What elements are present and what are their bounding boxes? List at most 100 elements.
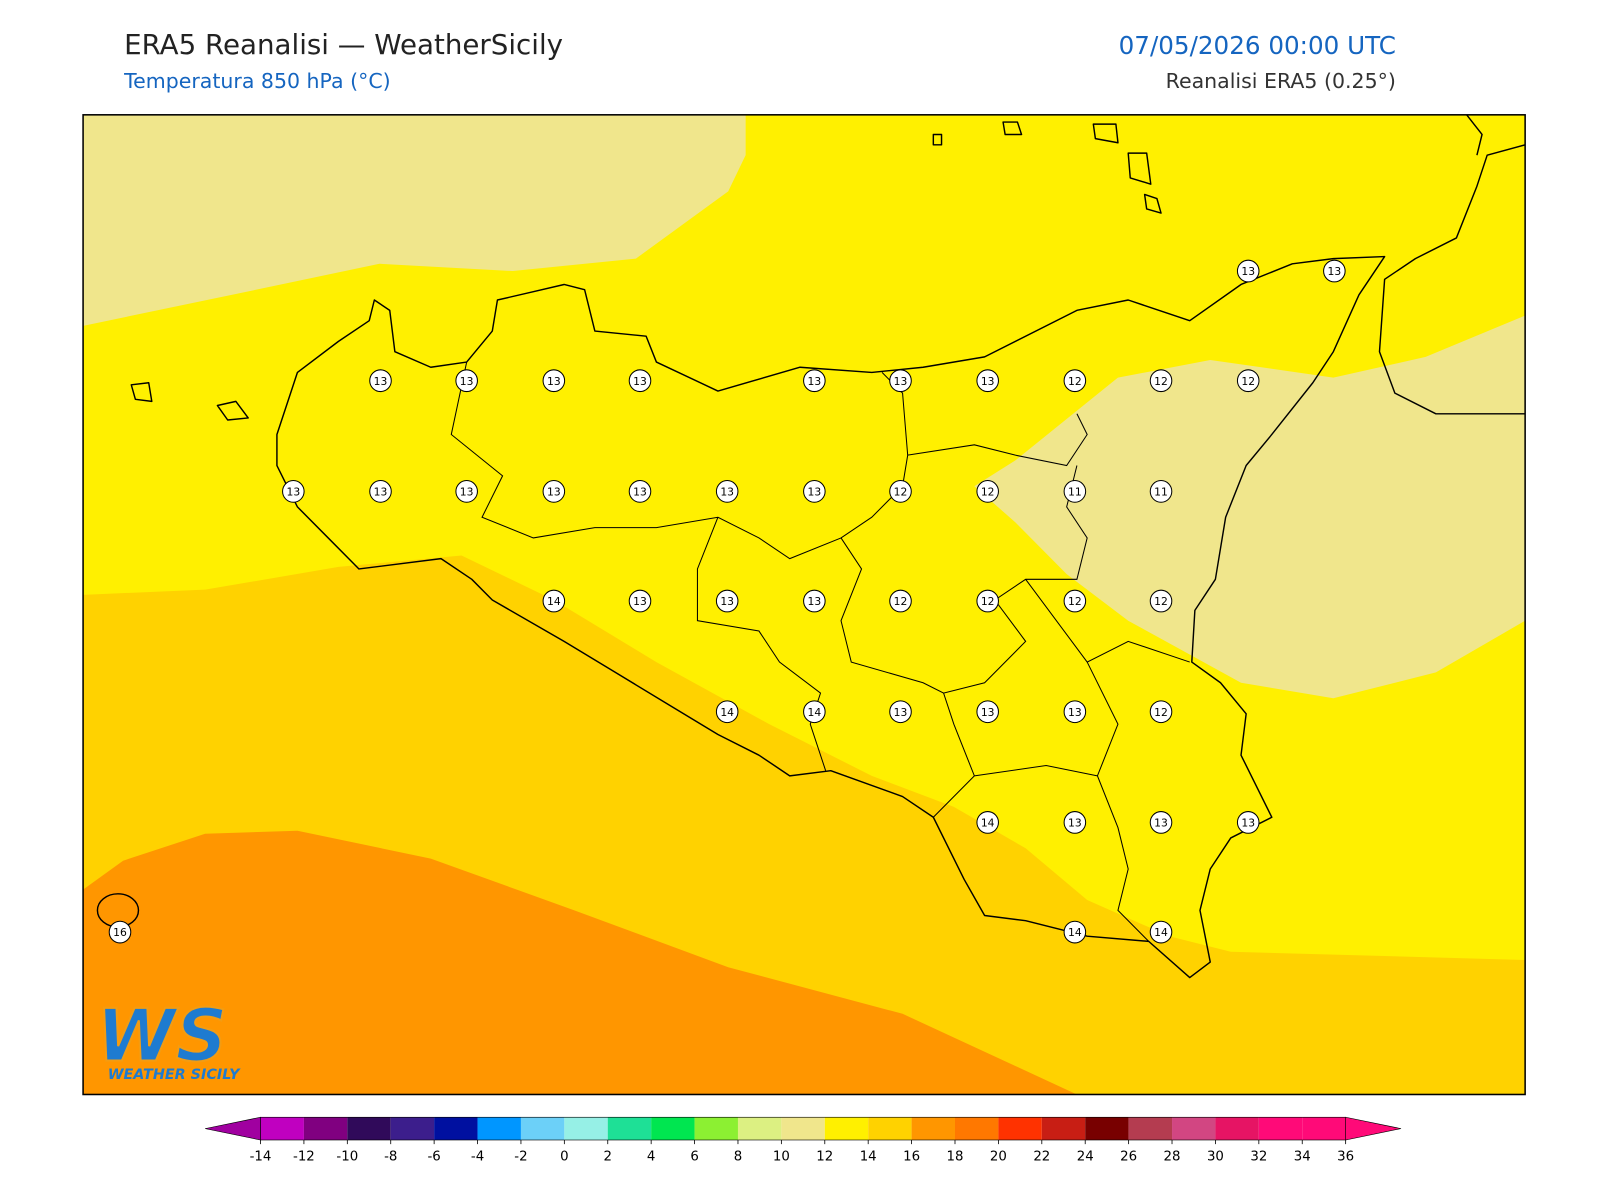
colorbar-box	[1258, 1117, 1303, 1140]
station-value: 13	[460, 375, 474, 388]
station-value: 16	[113, 926, 127, 939]
station-value: 13	[633, 485, 647, 498]
station-marker	[889, 480, 912, 503]
coastline	[1466, 114, 1483, 156]
station-value: 12	[1068, 375, 1082, 388]
colorbar-tick-label: -10	[336, 1150, 358, 1165]
station-value: 13	[720, 595, 734, 608]
station-marker	[803, 480, 826, 503]
station-marker	[1063, 480, 1087, 503]
colorbar-tick-label: 26	[1120, 1150, 1137, 1165]
station-value: 13	[1068, 706, 1082, 719]
colorbar-box	[1041, 1117, 1086, 1140]
station-value: 13	[894, 706, 908, 719]
logo-name: WEATHER SICILY	[108, 1067, 241, 1083]
coastline	[1378, 144, 1526, 415]
colorbar-tick-label: 36	[1337, 1150, 1354, 1165]
station-value: 13	[460, 485, 474, 498]
station-marker	[976, 811, 999, 834]
colorbar-tick-label: 28	[1164, 1150, 1181, 1165]
station-marker	[1063, 920, 1087, 944]
colorbar-box	[998, 1117, 1042, 1140]
colorbar-tick-label: -12	[293, 1150, 315, 1165]
colorbar-tick-label: 32	[1250, 1150, 1267, 1165]
station-marker	[715, 589, 739, 613]
station-marker	[1236, 259, 1260, 283]
station-value: 13	[1154, 817, 1168, 830]
province-border	[450, 361, 1190, 942]
colorbar-box	[1085, 1117, 1129, 1140]
colorbar-tick-label: -6	[427, 1150, 440, 1165]
colorbar-tick-label: -4	[471, 1150, 484, 1165]
logo-mark: WS	[96, 994, 227, 1078]
station-value: 14	[547, 595, 561, 608]
colorbar-box	[1215, 1117, 1259, 1140]
station-marker	[455, 480, 478, 503]
station-value: 12	[1241, 375, 1255, 388]
colorbar-tick-label: 34	[1294, 1150, 1311, 1165]
valid-time: 07/05/2026 00:00 UTC	[1119, 31, 1396, 60]
station-marker	[976, 369, 999, 393]
station-marker	[369, 369, 392, 393]
colorbar-under	[205, 1116, 261, 1141]
colorbar-tick-label: 18	[947, 1150, 964, 1165]
station-value: 14	[981, 817, 995, 830]
colorbar-tick-label: -8	[384, 1150, 397, 1165]
colorbar-tick-label: 14	[860, 1150, 877, 1165]
colorbar-box	[477, 1117, 521, 1140]
coastline	[276, 255, 1386, 979]
subtitle: Temperatura 850 hPa (°C)	[123, 69, 391, 93]
colorbar-box	[434, 1117, 478, 1140]
station-value: 13	[633, 595, 647, 608]
station-marker	[542, 369, 566, 393]
station-marker	[1149, 920, 1173, 944]
station-marker	[1323, 259, 1346, 283]
colorbar-box	[1128, 1117, 1173, 1140]
station-marker	[1149, 589, 1173, 613]
colorbar-box	[651, 1117, 695, 1140]
colorbar-box	[694, 1117, 738, 1140]
colorbar-over	[1345, 1116, 1402, 1141]
station-value: 13	[374, 485, 388, 498]
colorbar-tick-label: 4	[647, 1150, 655, 1165]
station-value: 12	[981, 595, 995, 608]
colorbar-box	[1172, 1117, 1216, 1140]
colorbar-box	[564, 1117, 608, 1140]
colorbar-tick-label: 10	[773, 1150, 790, 1165]
station-value: 11	[1068, 485, 1082, 498]
station-marker	[803, 589, 826, 613]
station-value: 13	[1241, 265, 1255, 278]
station-marker	[889, 700, 912, 724]
station-value: 12	[1154, 706, 1168, 719]
station-value: 13	[1241, 817, 1255, 830]
station-value: 12	[981, 485, 995, 498]
colorbar: -14 -12 -10 -8 -6 -4 -2 0 2 4 6 8 10 12 14 16 18 20 22 24 26…	[205, 1116, 1402, 1165]
field	[974, 315, 1526, 699]
station-value: 13	[808, 485, 822, 498]
station-value: 13	[1068, 817, 1082, 830]
station-value: 13	[286, 485, 300, 498]
station-value: 13	[1328, 265, 1342, 278]
station-marker	[803, 700, 826, 724]
station-value: 13	[981, 706, 995, 719]
colorbar-tick-label: 30	[1207, 1150, 1224, 1165]
colorbar-box	[607, 1117, 652, 1140]
station-marker	[803, 369, 826, 393]
colorbar-box	[260, 1117, 304, 1140]
field	[83, 114, 746, 326]
colorbar-tick-label: 24	[1077, 1150, 1094, 1165]
station-marker	[1236, 369, 1260, 393]
station-marker	[108, 920, 132, 944]
station-marker	[628, 589, 652, 613]
station-marker	[976, 589, 999, 613]
station-marker	[369, 480, 392, 503]
station-value: 13	[720, 485, 734, 498]
station-value: 12	[1154, 375, 1168, 388]
colorbar-box	[390, 1117, 435, 1140]
station-marker	[715, 480, 739, 503]
station-value: 14	[720, 706, 734, 719]
map-frame	[82, 114, 1526, 1096]
station-value: 11	[1154, 485, 1168, 498]
station-marker	[542, 589, 566, 613]
